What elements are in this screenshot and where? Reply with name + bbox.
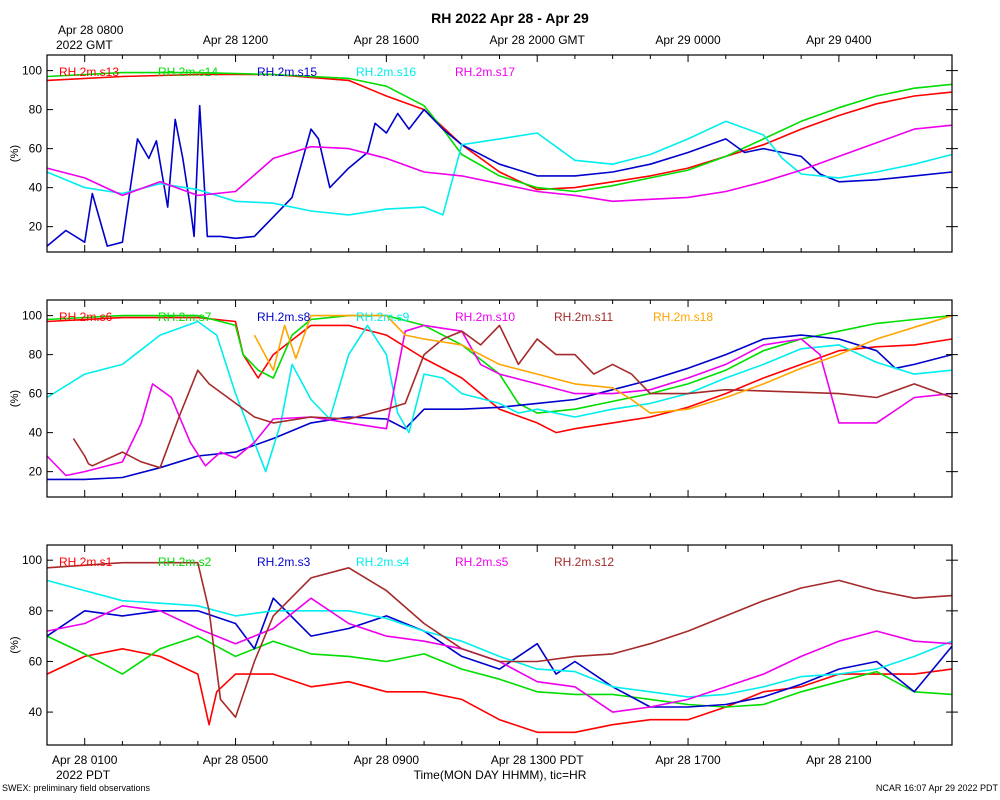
- panel-frame: [46, 544, 953, 746]
- footer-right-note: NCAR 16:07 Apr 29 2022 PDT: [876, 783, 999, 793]
- series-line-rh-2m-s14: [46, 71, 953, 193]
- series-line-rh-2m-s11: [72, 324, 953, 469]
- chart-title: RH 2022 Apr 28 - Apr 29: [431, 10, 589, 26]
- series-line-rh-2m-s5: [46, 597, 953, 713]
- legend-entry-rh-2m-s11: RH.2m.s11: [554, 310, 613, 324]
- legend-entry-rh-2m-s17: RH.2m.s17: [455, 65, 515, 79]
- bottom-axis-label: Apr 28 1300 PDT: [491, 753, 584, 767]
- series-line-rh-2m-s4: [46, 579, 953, 698]
- bottom-axis-label: Apr 28 2100: [806, 753, 872, 767]
- series-line-rh-2m-s9: [46, 320, 953, 473]
- legend-entry-rh-2m-s8: RH.2m.s8: [257, 310, 311, 324]
- legend-entry-rh-2m-s6: RH.2m.s6: [59, 310, 113, 324]
- y-tick-label: 80: [29, 103, 43, 117]
- top-axis-first-label-line2: 2022 GMT: [56, 38, 113, 52]
- series-line-rh-2m-s8: [47, 334, 953, 481]
- series-line-rh-2m-s15: [46, 104, 953, 247]
- legend-entry-rh-2m-s13: RH.2m.s13: [59, 65, 119, 79]
- legend-entry-rh-2m-s16: RH.2m.s16: [356, 65, 416, 79]
- bottom-axis-first-label-line2: 2022 PDT: [56, 768, 111, 782]
- y-tick-label: 80: [29, 348, 43, 362]
- legend-entry-rh-2m-s12: RH.2m.s12: [554, 555, 614, 569]
- y-axis-label: (%): [9, 636, 21, 653]
- y-tick-label: 100: [22, 309, 42, 323]
- bottom-axis-label: Apr 28 0500: [203, 753, 269, 767]
- y-tick-label: 80: [29, 604, 43, 618]
- y-tick-label: 100: [22, 553, 42, 567]
- y-tick-label: 100: [22, 64, 42, 78]
- series-line-rh-2m-s6: [46, 316, 953, 434]
- y-tick-label: 40: [29, 705, 43, 719]
- series-line-rh-2m-s13: [46, 73, 953, 191]
- y-tick-label: 20: [29, 220, 43, 234]
- panel-frame: [46, 299, 953, 498]
- legend-entry-rh-2m-s10: RH.2m.s10: [455, 310, 515, 324]
- series-line-rh-2m-s18: [253, 314, 953, 414]
- legend-entry-rh-2m-s1: RH.2m.s1: [59, 555, 113, 569]
- bottom-axis-label: Apr 28 0900: [354, 753, 420, 767]
- series-line-rh-2m-s12: [46, 561, 953, 718]
- legend-entry-rh-2m-s3: RH.2m.s3: [257, 555, 311, 569]
- series-line-rh-2m-s10: [46, 324, 953, 477]
- legend-entry-rh-2m-s2: RH.2m.s2: [158, 555, 212, 569]
- footer-left-note: SWEX: preliminary field observations: [2, 783, 151, 793]
- series-line-rh-2m-s16: [46, 120, 953, 216]
- legend-entry-rh-2m-s5: RH.2m.s5: [455, 555, 509, 569]
- bottom-axis-label: Apr 28 0100: [52, 753, 118, 767]
- top-axis-first-label: Apr 28 0800: [58, 23, 124, 37]
- chart-panels: 20 40 60 80 100 (%) RH.2m.s13 RH.2m.s14 RH.2m.s1…: [9, 33, 958, 767]
- top-axis-label: Apr 29 0000: [655, 33, 721, 47]
- panel-3: 40 60 80 100 (%) RH.2m.s1 RH.2m.s2 RH.2m.s3 RH.2…: [9, 544, 958, 767]
- bottom-axis-label: Apr 28 1700: [655, 753, 721, 767]
- series-line-rh-2m-s2: [46, 635, 953, 708]
- x-axis-label: Time(MON DAY HHMM), tic=HR: [414, 768, 587, 782]
- legend-entry-rh-2m-s7: RH.2m.s7: [158, 310, 212, 324]
- y-axis-label: (%): [9, 145, 21, 162]
- top-axis-label: Apr 29 0400: [806, 33, 872, 47]
- y-tick-label: 40: [29, 181, 43, 195]
- series-line-rh-2m-s3: [46, 597, 953, 708]
- y-axis-label: (%): [9, 390, 21, 407]
- y-tick-label: 40: [29, 426, 43, 440]
- y-tick-label: 20: [29, 465, 43, 479]
- panel-2: 20 40 60 80 100 (%) RH.2m.s6 RH.2m.s7 RH.2m.s8 RH…: [9, 299, 958, 498]
- top-axis-label: Apr 28 2000 GMT: [490, 33, 586, 47]
- legend-entry-rh-2m-s9: RH.2m.s9: [356, 310, 410, 324]
- y-tick-label: 60: [29, 142, 43, 156]
- series-line-rh-2m-s17: [46, 124, 953, 203]
- panel-1: 20 40 60 80 100 (%) RH.2m.s13 RH.2m.s14 RH.2m.s1…: [9, 33, 958, 253]
- panel-frame: [46, 54, 953, 253]
- top-axis-label: Apr 28 1600: [354, 33, 420, 47]
- y-tick-label: 60: [29, 387, 43, 401]
- legend-entry-rh-2m-s14: RH.2m.s14: [158, 65, 218, 79]
- legend-entry-rh-2m-s4: RH.2m.s4: [356, 555, 410, 569]
- legend-entry-rh-2m-s15: RH.2m.s15: [257, 65, 317, 79]
- legend-entry-rh-2m-s18: RH.2m.s18: [653, 310, 713, 324]
- top-axis-label: Apr 28 1200: [203, 33, 269, 47]
- y-tick-label: 60: [29, 654, 43, 668]
